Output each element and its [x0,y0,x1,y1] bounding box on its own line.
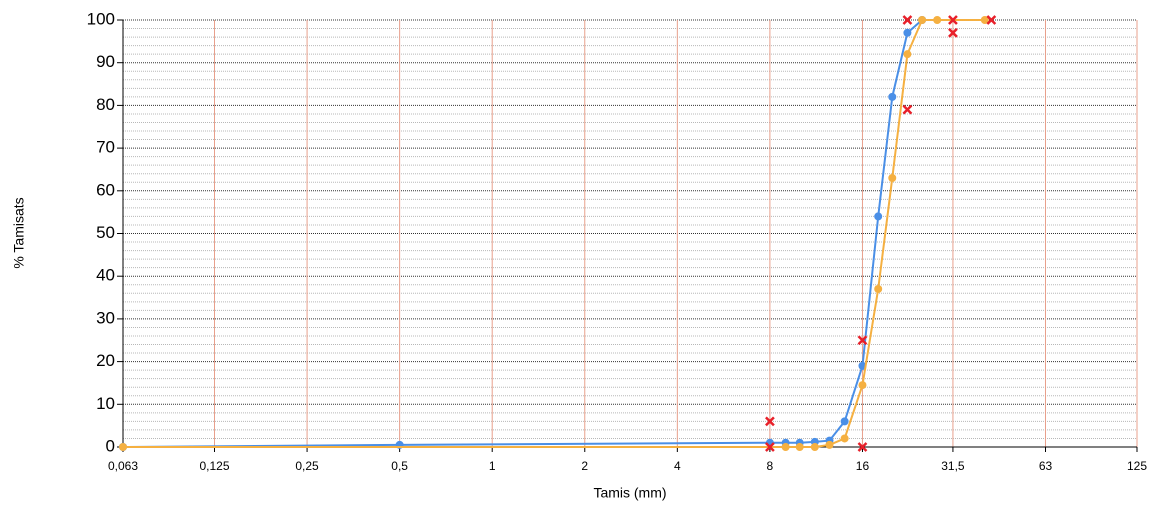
x-tick-label: 8 [767,459,774,473]
x-tick-label: 63 [1039,459,1053,473]
x-marker [765,442,775,452]
point [888,92,897,101]
point [874,212,883,221]
x-tick-label: 125 [1127,459,1147,473]
point [903,50,912,59]
x-tick-label: 0,5 [391,459,408,473]
y-tick-label: 80 [96,95,115,114]
point [840,417,849,426]
x-tick-label: 0,25 [295,459,319,473]
x-marker [902,104,913,115]
point [781,443,790,451]
x-marker [902,15,913,25]
x-marker [857,442,868,452]
point [933,16,942,24]
point [825,440,834,449]
x-tick-label: 16 [856,459,870,473]
point [874,285,883,294]
point [980,16,989,24]
x-marker [948,27,958,38]
point [918,16,927,24]
x-marker [857,335,868,346]
x-tick-label: 1 [489,459,496,473]
x-axis-label: Tamis (mm) [593,485,666,501]
y-axis-label: % Tamisats [11,197,27,268]
point [840,434,849,443]
series-line [122,19,923,448]
y-tick-label: 90 [96,52,115,71]
x-tick-label: 0,125 [199,459,229,473]
y-tick-label: 70 [96,138,115,157]
y-tick-label: 60 [96,180,115,199]
y-tick-label: 30 [96,308,115,327]
x-tick-label: 0,063 [108,459,138,473]
x-marker [948,15,958,25]
y-tick-label: 40 [96,266,115,285]
x-marker [765,416,775,427]
y-tick-label: 20 [96,351,115,370]
y-tick-label: 0 [106,436,115,455]
x-tick-label: 4 [674,459,681,473]
point [903,28,912,37]
x-marker [986,15,997,25]
point [795,443,804,451]
x-tick-label: 2 [581,459,588,473]
y-tick-label: 10 [96,394,115,413]
y-tick-label: 100 [87,9,115,28]
point [888,173,897,182]
x-tick-label: 31,5 [941,459,965,473]
point [810,443,819,451]
y-tick-label: 50 [96,223,115,242]
point [858,381,867,390]
point [119,443,127,451]
